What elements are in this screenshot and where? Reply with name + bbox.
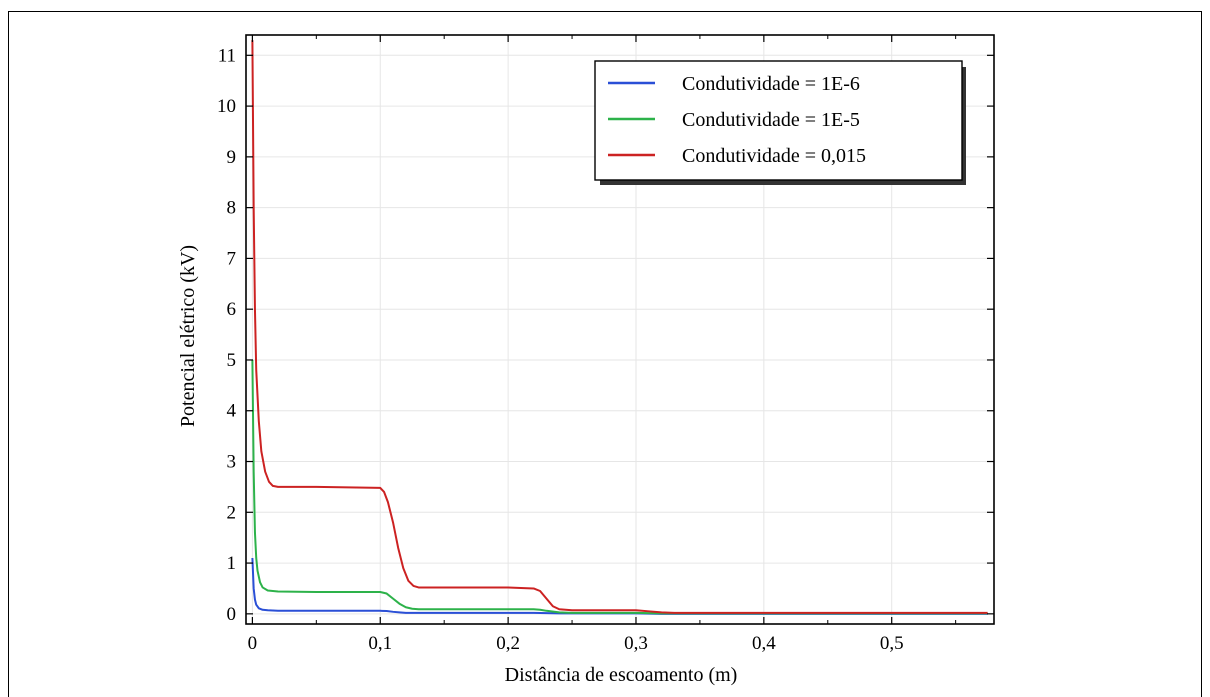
plot-frame (245, 34, 995, 625)
y-tick-label: 9 (227, 147, 237, 168)
x-tick-label: 0,4 (752, 633, 776, 654)
legend-box (594, 60, 963, 181)
y-tick-label: 7 (227, 248, 237, 269)
series-line-3 (251, 40, 988, 614)
ticks: 0 0,1 0,2 0,3 0,4 0,5 0 1 2 3 4 5 6 7 8 9 10 11 (217, 35, 994, 654)
y-tick-label: 0 (227, 604, 237, 625)
y-tick-label: 3 (227, 452, 237, 473)
y-tick-label: 5 (227, 350, 237, 371)
y-tick-label: 6 (227, 299, 237, 320)
y-tick-label: 10 (217, 96, 236, 117)
legend-label-3: Condutividade = 0,015 (682, 145, 866, 167)
x-tick-label: 0,2 (496, 633, 520, 654)
legend-label-2: Condutividade = 1E-5 (682, 109, 860, 131)
y-tick-label: 2 (227, 502, 237, 523)
y-tick-label: 11 (218, 45, 236, 66)
y-tick-label: 8 (227, 198, 237, 219)
legend-label-1: Condutividade = 1E-6 (682, 73, 860, 95)
series-line-2 (251, 359, 988, 615)
y-tick-label: 4 (227, 401, 237, 422)
y-axis-label: Potencial elétrico (kV) (177, 245, 199, 427)
x-tick-label: 0,3 (624, 633, 648, 654)
figure-frame (8, 11, 1202, 697)
x-tick-label: 0,5 (880, 633, 904, 654)
series-line-1 (251, 557, 988, 615)
x-tick-label: 0 (248, 633, 258, 654)
y-tick-label: 1 (227, 553, 237, 574)
x-tick-label: 0,1 (368, 633, 392, 654)
series-lines (251, 40, 988, 615)
legend: Condutividade = 1E-6 Condutividade = 1E-5… (594, 60, 966, 185)
x-axis-label: Distância de escoamento (m) (505, 664, 738, 686)
